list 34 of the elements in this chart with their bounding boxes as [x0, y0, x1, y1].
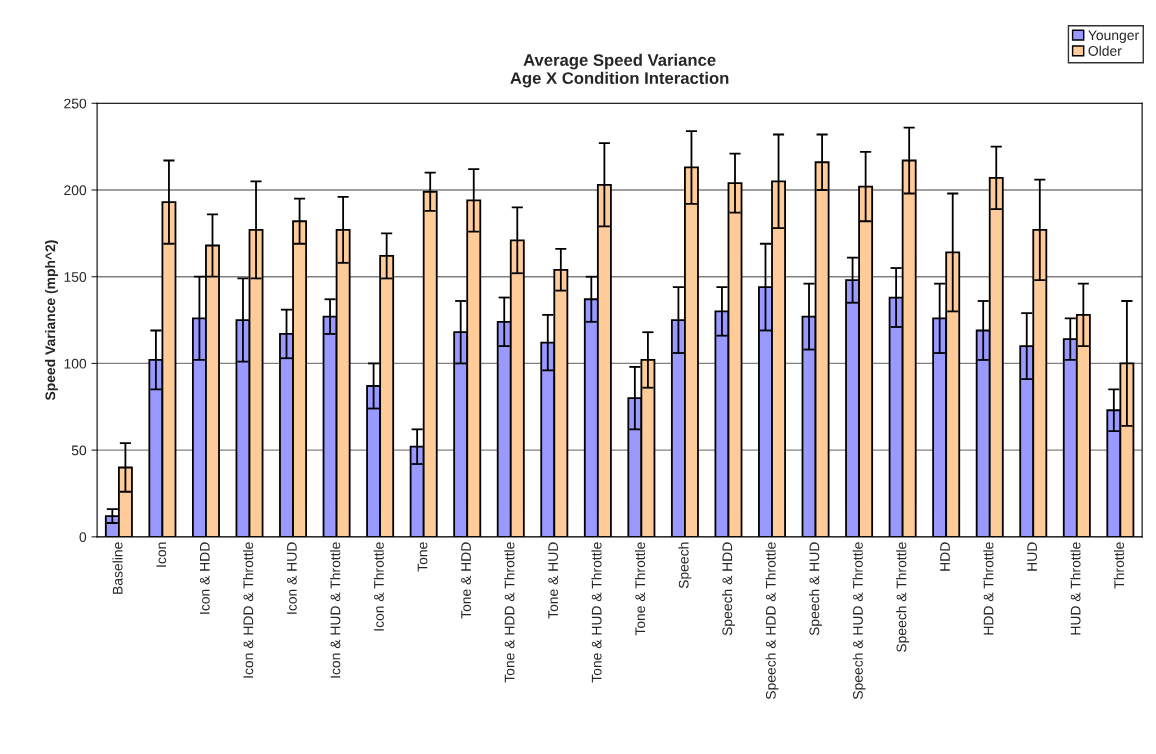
x-tick-label: Tone & HUD: [548, 542, 559, 619]
x-tick-label: Tone & HDD: [461, 542, 471, 619]
y-tick-label: 150: [64, 272, 87, 282]
y-axis-title: Speed Variance (mph^2): [45, 240, 58, 401]
x-tick-label: Tone & HDD & Throttle: [504, 542, 515, 683]
x-tick-label: Speech & HDD: [722, 542, 735, 636]
x-tick-label: Tone & Throttle: [634, 542, 646, 636]
x-tick-label: Icon: [156, 542, 167, 567]
x-tick-label: HDD & Throttle: [983, 542, 994, 635]
chart-title: Average Speed Variance Age X Condition Interaction: [510, 53, 729, 88]
x-tick-label: Baseline: [112, 542, 123, 594]
x-tick-label: Icon & HUD: [287, 542, 297, 614]
legend-label: Younger: [1088, 30, 1139, 43]
legend-label: Older: [1088, 45, 1122, 56]
y-tick-label: 100: [64, 358, 87, 369]
x-tick-label: Speech & HUD: [809, 542, 823, 636]
x-tick-label: Throttle: [1113, 542, 1125, 589]
x-tick-label: Speech & HDD & Throttle: [765, 542, 779, 700]
x-tick-label: Tone & HUD & Throttle: [591, 542, 602, 683]
x-tick-label: HUD & Throttle: [1070, 542, 1081, 635]
x-tick-label: Icon & HDD & Throttle: [243, 542, 254, 678]
y-tick-label: 250: [64, 98, 87, 109]
y-tick-label: 50: [71, 445, 87, 456]
y-tick-label: 200: [64, 185, 87, 196]
x-tick-label: Icon & Throttle: [373, 542, 384, 631]
x-tick-label: HDD: [940, 542, 950, 571]
x-tick-label: Speech & HUD & Throttle: [852, 542, 866, 700]
x-tick-label: Icon & HUD & Throttle: [330, 542, 341, 678]
x-tick-label: Icon & HDD: [199, 542, 210, 614]
x-tick-label: Tone: [417, 542, 428, 572]
y-tick-label: 0: [79, 532, 87, 543]
x-tick-label: HUD: [1027, 542, 1037, 571]
x-tick-label: Speech: [678, 542, 692, 589]
x-tick-label: Speech & Throttle: [896, 542, 910, 652]
